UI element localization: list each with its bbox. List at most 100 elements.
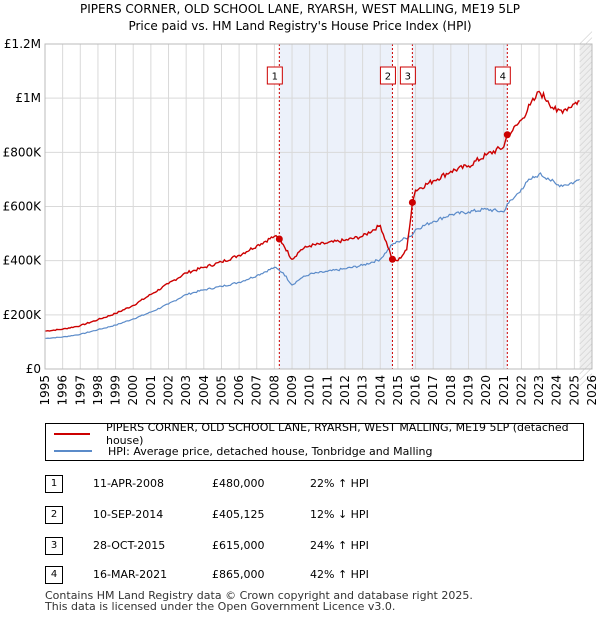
future-hatch [579, 211, 593, 225]
future-hatch [579, 193, 593, 207]
transaction-hpi-delta: 12% ↓ HPI [310, 508, 369, 521]
x-tick-label: 1999 [109, 375, 123, 406]
future-hatch [579, 61, 593, 75]
x-tick-label: 2025 [567, 375, 581, 406]
future-hatch [579, 343, 593, 357]
x-tick-label: 2007 [250, 375, 264, 406]
future-hatch [579, 295, 593, 309]
x-tick-label: 2004 [197, 375, 211, 406]
x-tick-label: 2011 [320, 375, 334, 406]
future-hatch [579, 157, 593, 171]
transaction-point [388, 255, 396, 263]
future-hatch [579, 313, 593, 327]
chart-subtitle: Price paid vs. HM Land Registry's House … [128, 19, 472, 33]
transaction-marker-label: 3 [405, 72, 411, 83]
x-tick-label: 1998 [91, 375, 105, 406]
x-tick-label: 1996 [56, 375, 70, 406]
x-tick-label: 2008 [267, 375, 281, 406]
y-tick-label: £600K [3, 200, 43, 214]
marker-layer [275, 131, 511, 263]
x-tick-label: 1997 [73, 375, 87, 406]
y-tick-label: £200K [3, 308, 43, 322]
future-hatch [579, 337, 593, 351]
transaction-point [408, 198, 416, 206]
x-tick-label: 2016 [409, 375, 423, 406]
future-hatch [579, 301, 593, 315]
footer-copyright: Contains HM Land Registry data © Crown c… [45, 589, 473, 602]
legend-swatch-property [54, 433, 90, 435]
future-hatch [579, 271, 593, 285]
future-hatch [579, 151, 593, 165]
transaction-date: 28-OCT-2015 [93, 539, 166, 552]
future-hatch [579, 277, 593, 291]
transaction-number: 4 [45, 566, 63, 584]
future-hatch [579, 109, 593, 123]
y-tick-label: £400K [3, 254, 43, 268]
future-hatch [579, 217, 593, 231]
x-tick-label: 2005 [214, 375, 228, 406]
y-tick-label: £1.2M [4, 37, 41, 51]
footer: Contains HM Land Registry data © Crown c… [45, 590, 473, 612]
future-hatch [579, 139, 593, 153]
transaction-price: £865,000 [212, 568, 265, 581]
shade-layer [279, 31, 593, 387]
x-tick-label: 2000 [126, 375, 140, 406]
x-tick-label: 2006 [232, 375, 246, 406]
future-hatch [579, 325, 593, 339]
future-hatch [579, 229, 593, 243]
future-hatch [579, 115, 593, 129]
transaction-point [275, 235, 283, 243]
future-hatch [579, 181, 593, 195]
y-tick-label: £0 [26, 362, 41, 376]
future-hatch [579, 283, 593, 297]
future-hatch [579, 247, 593, 261]
future-hatch [579, 73, 593, 87]
future-hatch [579, 31, 593, 45]
transaction-marker-box [399, 66, 416, 85]
x-tick-label: 2015 [391, 375, 405, 406]
x-tick-label: 2013 [356, 375, 370, 406]
future-hatch [579, 55, 593, 69]
future-hatch [579, 259, 593, 273]
transaction-marker-label: 4 [500, 72, 506, 83]
transaction-date: 11-APR-2008 [93, 477, 165, 490]
transaction-marker-box [494, 66, 511, 85]
x-tick-label: 2009 [285, 375, 299, 406]
future-hatch [579, 253, 593, 267]
x-tick-label: 2010 [303, 375, 317, 406]
future-hatch [579, 127, 593, 141]
x-tick-label: 2003 [179, 375, 193, 406]
future-hatch [579, 85, 593, 99]
future-hatch [579, 133, 593, 147]
transaction-point [503, 131, 511, 139]
chart-title-block: PIPERS CORNER, OLD SCHOOL LANE, RYARSH, … [0, 1, 600, 35]
x-tick-label: 2002 [162, 375, 176, 406]
future-hatch [579, 187, 593, 201]
future-hatch [579, 163, 593, 177]
future-hatch [579, 241, 593, 255]
property-series-line [44, 90, 580, 332]
future-hatch [579, 145, 593, 159]
price-chart: 1 2 3 4 £0 £200K £400K £600K £800K £1M £1.2M 1995 1… [3, 31, 599, 406]
x-tick-label: 2023 [532, 375, 546, 406]
transaction-marker-label: 1 [272, 72, 278, 83]
future-hatch [579, 289, 593, 303]
future-hatch [579, 349, 593, 363]
transaction-price: £480,000 [212, 477, 265, 490]
x-tick-label: 2014 [373, 375, 387, 406]
footer-licence: This data is licensed under the Open Gov… [45, 600, 396, 613]
legend: PIPERS CORNER, OLD SCHOOL LANE, RYARSH, … [45, 421, 584, 461]
x-tick-label: 2022 [514, 375, 528, 406]
future-hatch [579, 331, 593, 345]
future-hatch [579, 97, 593, 111]
x-tick-label: 2012 [338, 375, 352, 406]
future-hatch [579, 169, 593, 183]
transaction-price: £405,125 [212, 508, 265, 521]
future-hatch [579, 121, 593, 135]
future-hatch [579, 43, 593, 57]
y-tick-label: £1M [15, 91, 41, 105]
future-hatch [579, 373, 593, 387]
x-tick-label: 2021 [497, 375, 511, 406]
future-hatch [579, 223, 593, 237]
